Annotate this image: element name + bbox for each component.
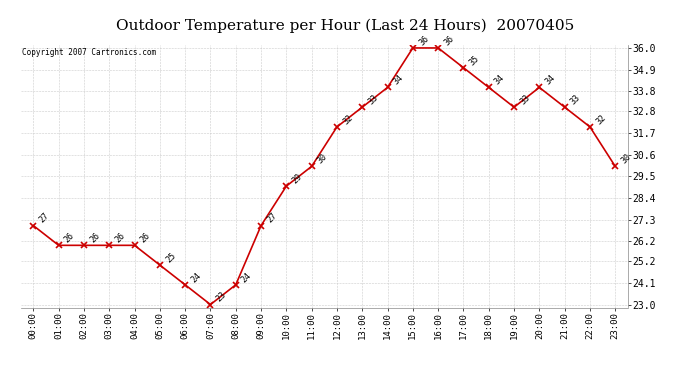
Text: 24: 24 [240, 271, 253, 284]
Text: 27: 27 [37, 211, 51, 225]
Text: 32: 32 [341, 113, 355, 126]
Text: 26: 26 [88, 231, 101, 244]
Text: 32: 32 [594, 113, 608, 126]
Text: 23: 23 [215, 290, 228, 304]
Text: 30: 30 [620, 152, 633, 166]
Text: 25: 25 [164, 251, 177, 264]
Text: 26: 26 [139, 231, 152, 244]
Text: 35: 35 [468, 54, 481, 67]
Text: 36: 36 [442, 34, 456, 47]
Text: 29: 29 [290, 172, 304, 185]
Text: 33: 33 [366, 93, 380, 106]
Text: 24: 24 [189, 271, 203, 284]
Text: 26: 26 [113, 231, 127, 244]
Text: 26: 26 [63, 231, 77, 244]
Text: 34: 34 [392, 73, 405, 87]
Text: 36: 36 [417, 34, 431, 47]
Text: 34: 34 [544, 73, 557, 87]
Text: 33: 33 [569, 93, 582, 106]
Text: 34: 34 [493, 73, 506, 87]
Text: 33: 33 [518, 93, 532, 106]
Text: Copyright 2007 Cartronics.com: Copyright 2007 Cartronics.com [22, 48, 156, 57]
Text: 30: 30 [316, 152, 329, 166]
Text: Outdoor Temperature per Hour (Last 24 Hours)  20070405: Outdoor Temperature per Hour (Last 24 Ho… [116, 19, 574, 33]
Text: 27: 27 [265, 211, 279, 225]
